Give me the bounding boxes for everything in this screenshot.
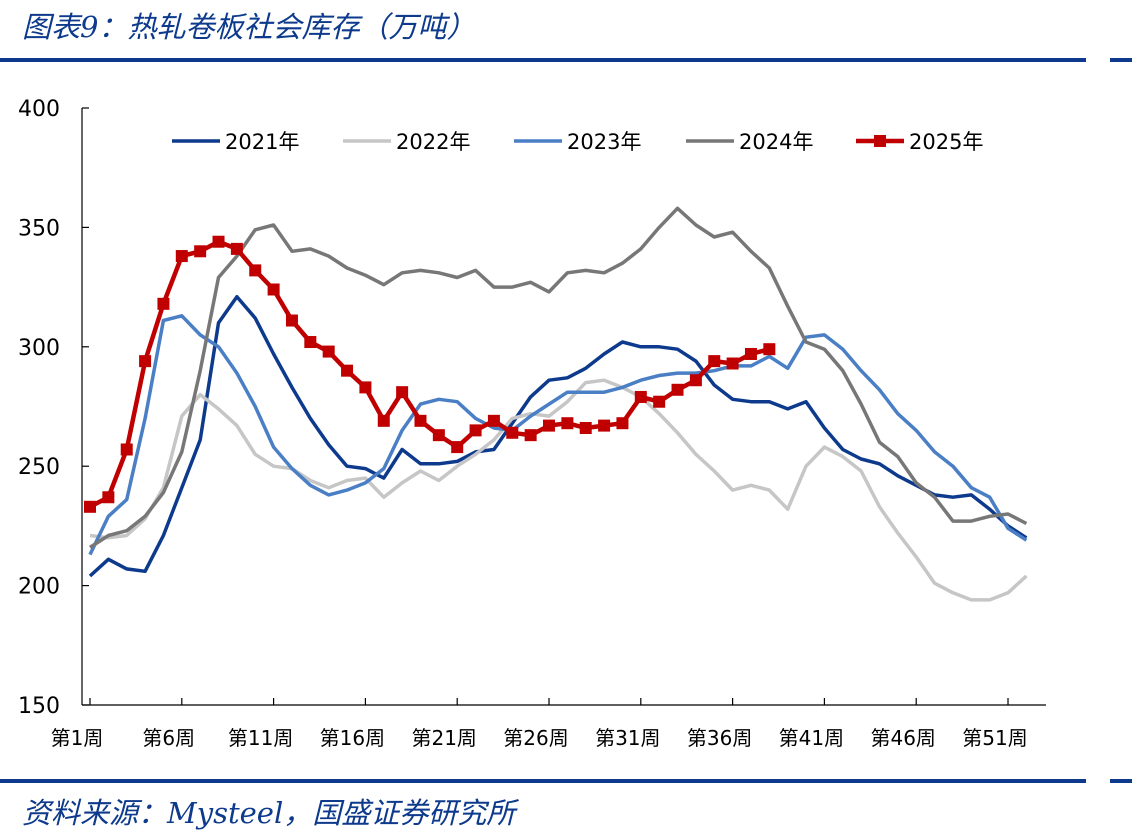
data-point-marker (157, 297, 170, 310)
data-point-marker (377, 414, 390, 427)
data-point-marker (598, 419, 611, 432)
data-point-marker (212, 235, 225, 248)
data-point-marker (304, 336, 317, 349)
axes: 150 200 250 300 350 400 第1周 第6周 第11周 第16周 第21周 第26周… (18, 97, 1046, 750)
data-point-marker (671, 383, 684, 396)
x-tick-label: 第11周 (228, 726, 293, 750)
data-point-marker (634, 390, 647, 403)
data-point-marker (249, 264, 262, 277)
y-tick-label: 250 (18, 455, 60, 480)
legend-label: 2021年 (225, 130, 299, 154)
chart-title: 图表9：热轧卷板社会库存（万吨） (22, 10, 476, 44)
top-rule (0, 58, 1086, 62)
legend-label: 2022年 (396, 130, 470, 154)
data-point-marker (285, 314, 298, 327)
legend-label: 2024年 (739, 130, 813, 154)
x-tick-label: 第26周 (503, 726, 568, 750)
data-point-marker (506, 426, 519, 439)
y-tick-label: 400 (18, 97, 60, 122)
y-tick-label: 200 (18, 575, 60, 600)
y-tick-label: 150 (18, 694, 60, 719)
series-line-3 (88, 314, 1028, 556)
data-point-marker (102, 491, 115, 504)
data-point-marker (396, 386, 409, 399)
legend-label: 2025年 (909, 130, 983, 154)
x-tick-label: 第1周 (51, 726, 104, 750)
bottom-rule-right (1110, 779, 1132, 783)
series-line-1 (88, 294, 1028, 578)
top-rule-right (1110, 58, 1132, 62)
series-line-2 (89, 378, 1028, 602)
x-tick-label: 第21周 (411, 726, 476, 750)
x-tick-label: 第31周 (595, 726, 660, 750)
legend-label: 2023年 (567, 130, 641, 154)
series-line-4 (89, 206, 1028, 549)
series-lines (84, 206, 1028, 602)
data-point-marker (579, 421, 592, 434)
y-tick-label: 350 (18, 216, 60, 241)
data-point-marker (689, 374, 702, 387)
source-note: 资料来源：Mysteel，国盛证券研究所 (22, 796, 516, 830)
data-point-marker (230, 242, 243, 255)
data-point-marker (708, 355, 721, 368)
x-tick-label: 第51周 (962, 726, 1027, 750)
data-point-marker (543, 419, 556, 432)
data-point-marker (194, 245, 207, 258)
x-tick-label: 第41周 (779, 726, 844, 750)
data-point-marker (341, 364, 354, 377)
data-point-marker (744, 347, 757, 360)
data-point-marker (726, 357, 739, 370)
data-point-marker (322, 345, 335, 358)
data-point-marker (451, 441, 464, 454)
data-point-marker (175, 250, 188, 263)
data-point-marker (267, 283, 280, 296)
data-point-marker (432, 429, 445, 442)
y-tick-label: 300 (18, 336, 60, 361)
data-point-marker (763, 343, 776, 356)
bottom-rule (0, 779, 1086, 783)
data-point-marker (561, 417, 574, 430)
x-tick-label: 第36周 (687, 726, 752, 750)
data-point-marker (414, 414, 427, 427)
data-point-marker (653, 395, 666, 408)
x-tick-label: 第6周 (142, 726, 195, 750)
data-point-marker (359, 381, 372, 394)
data-point-marker (84, 500, 96, 513)
legend-marker (874, 135, 886, 147)
data-point-marker (120, 443, 133, 456)
x-tick-label: 第16周 (320, 726, 385, 750)
x-tick-label: 第46周 (870, 726, 935, 750)
data-point-marker (487, 414, 500, 427)
data-point-marker (524, 429, 537, 442)
data-point-marker (616, 417, 629, 430)
legend: 2021年 2022年 2023年 2024年 2025年 (172, 130, 983, 154)
data-point-marker (139, 355, 152, 368)
data-point-marker (469, 424, 482, 437)
